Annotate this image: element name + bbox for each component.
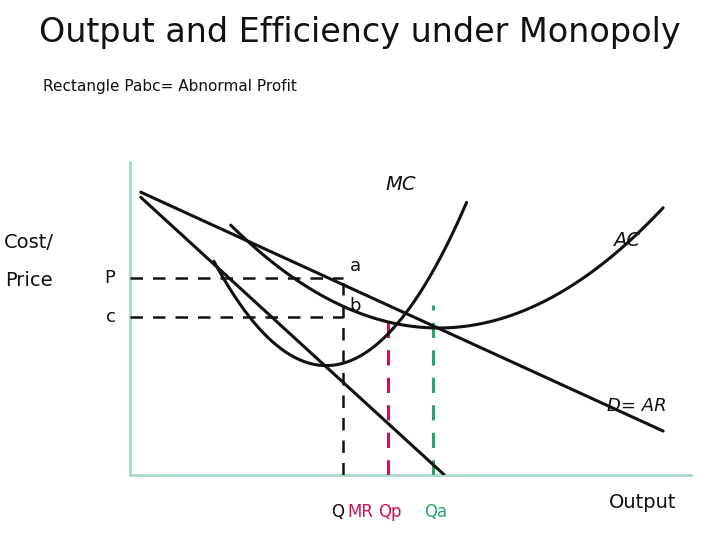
Text: Output and Efficiency under Monopoly: Output and Efficiency under Monopoly xyxy=(39,16,681,49)
Text: Q: Q xyxy=(330,503,343,522)
Text: a: a xyxy=(350,256,361,275)
Text: MR: MR xyxy=(348,503,374,522)
Text: b: b xyxy=(350,298,361,315)
Text: Qa: Qa xyxy=(424,503,448,522)
Text: Cost/: Cost/ xyxy=(4,233,54,253)
Text: Price: Price xyxy=(5,271,53,291)
Text: c: c xyxy=(106,308,115,326)
Text: Output: Output xyxy=(609,492,677,512)
Text: Qp: Qp xyxy=(378,503,401,522)
Text: MC: MC xyxy=(385,174,415,193)
Text: D= AR: D= AR xyxy=(607,397,667,415)
Text: P: P xyxy=(104,269,115,287)
Text: Rectangle Pabc= Abnormal Profit: Rectangle Pabc= Abnormal Profit xyxy=(43,79,297,94)
Text: AC: AC xyxy=(613,231,639,250)
